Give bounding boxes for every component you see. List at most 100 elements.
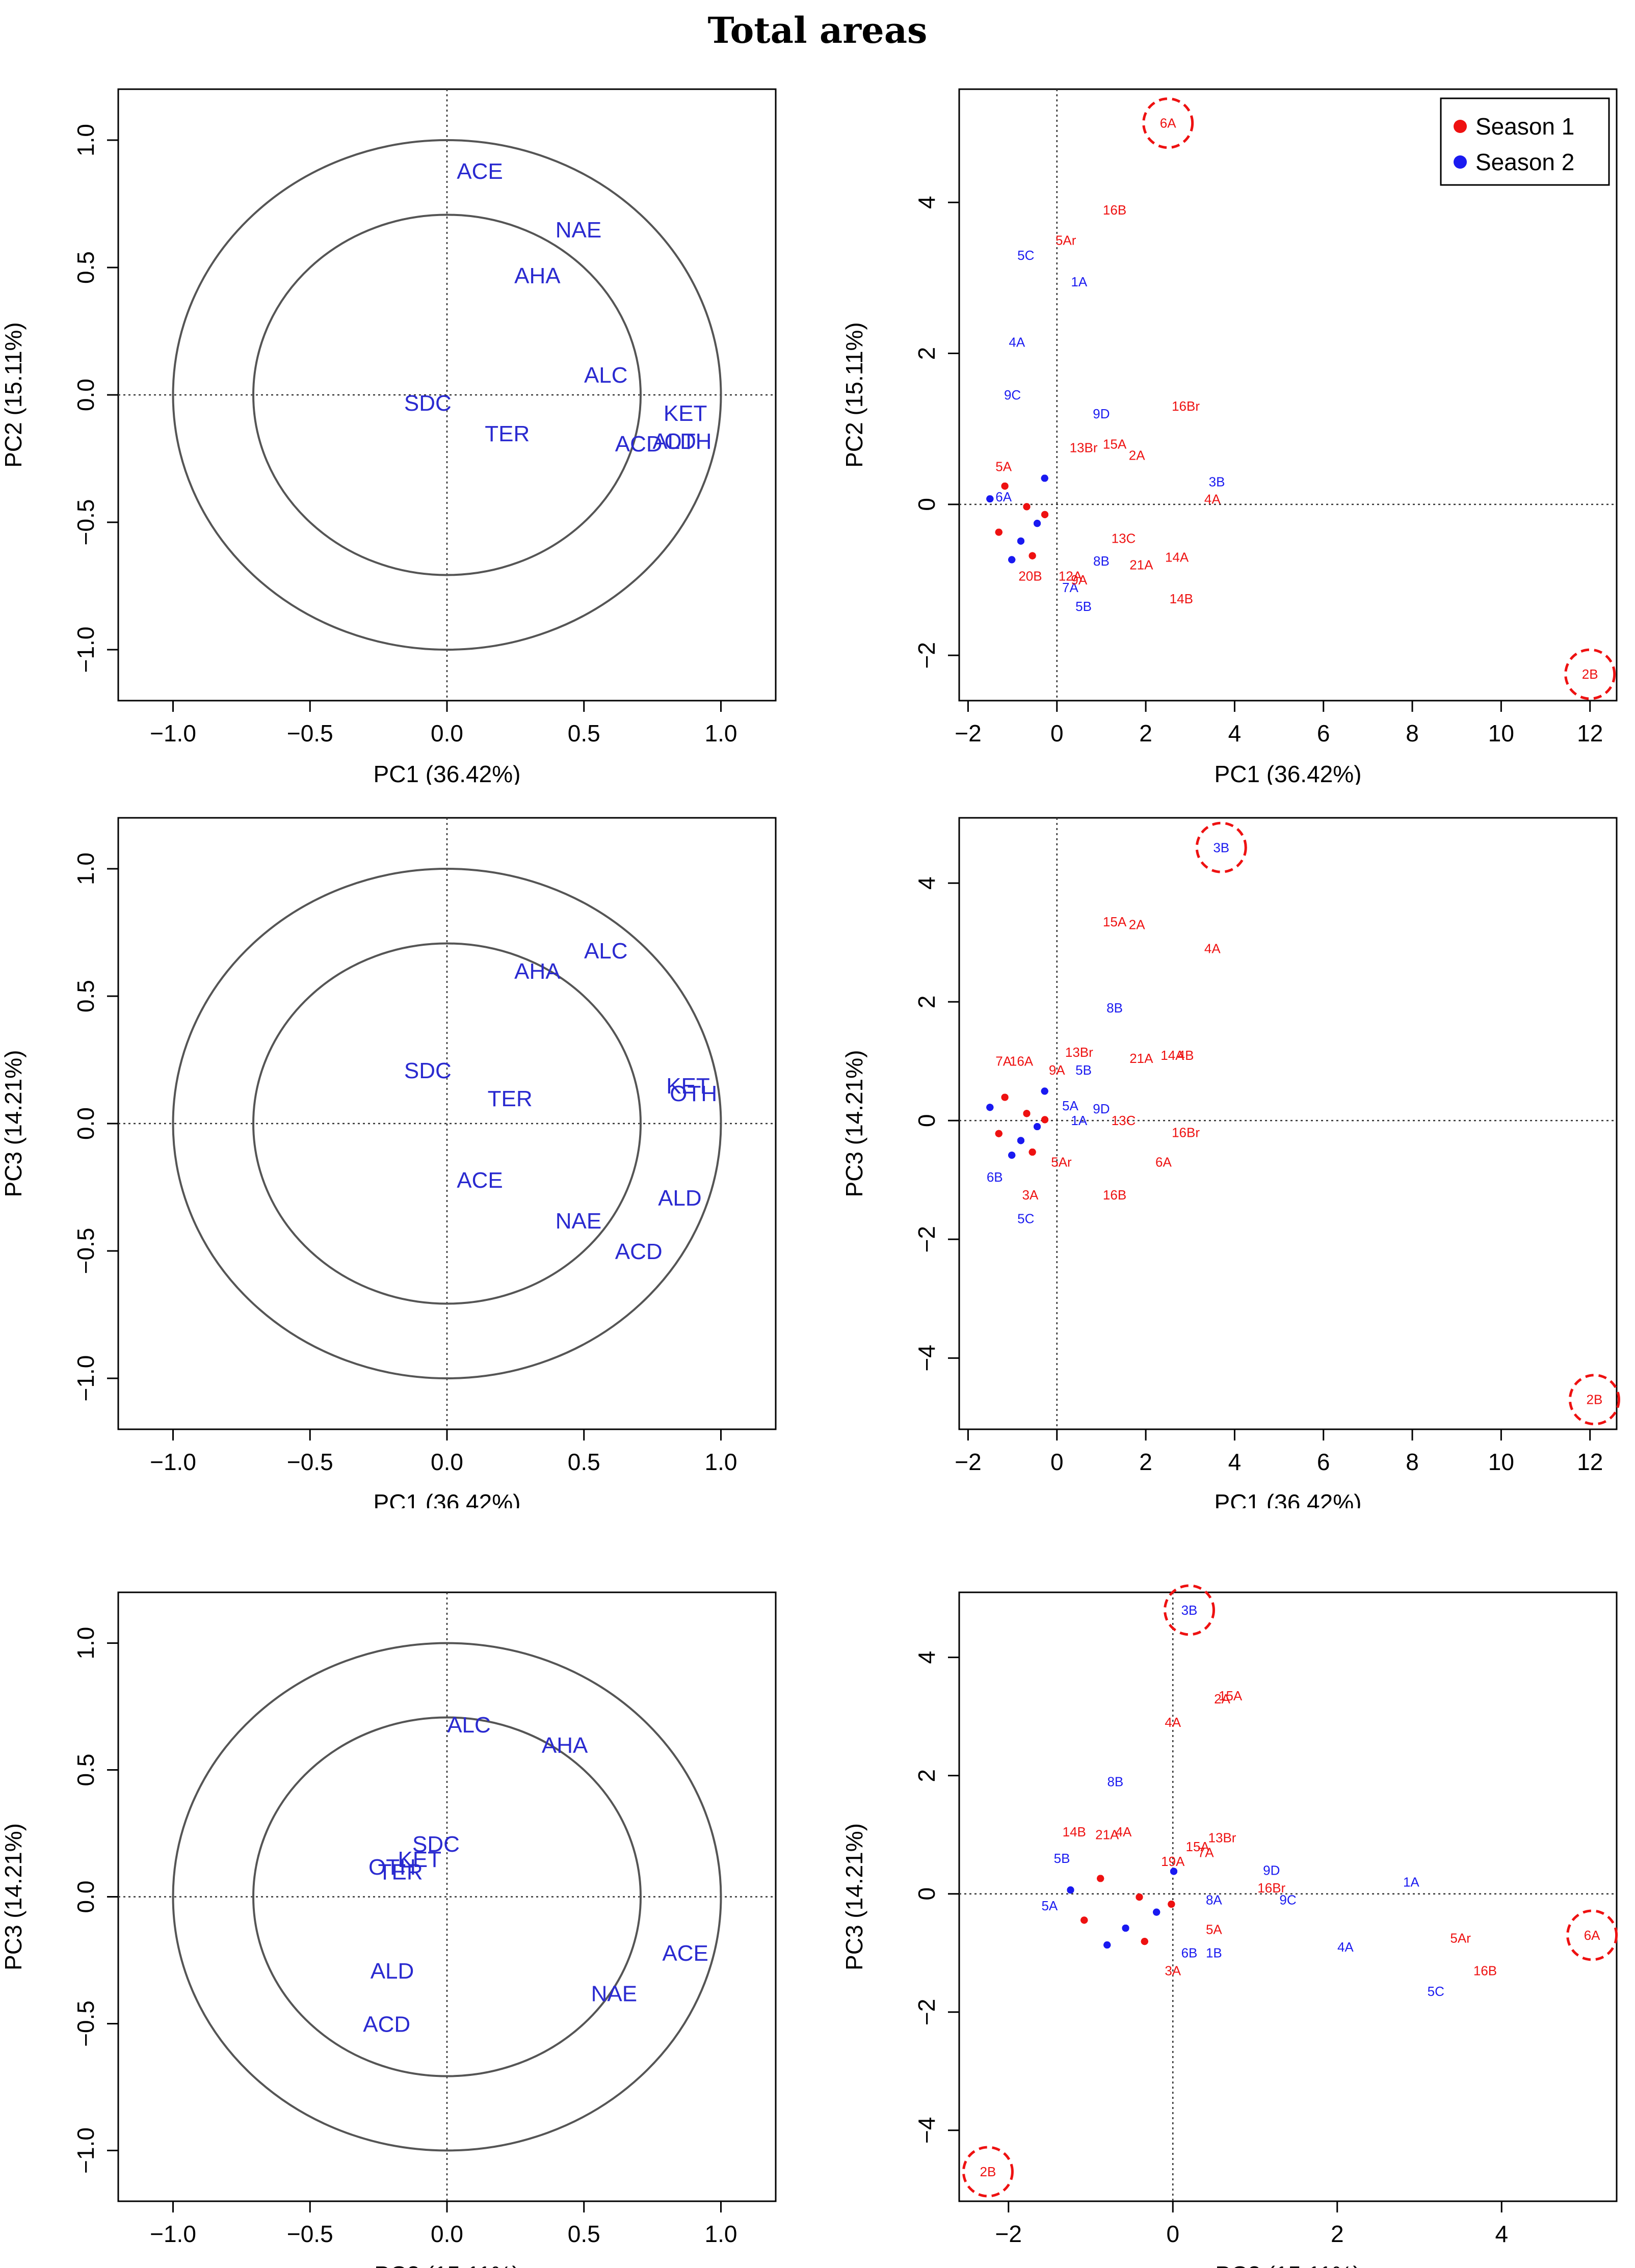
- sample-point-label: 16Br: [1257, 1880, 1285, 1896]
- sample-point-label: 14B: [1063, 1824, 1086, 1839]
- sample-point-label: 5Ar: [1056, 232, 1076, 248]
- y-axis-title: PC3 (14.21%): [841, 1050, 867, 1197]
- y-tick-label: 0: [913, 498, 940, 511]
- variable-label-ald: ALD: [652, 429, 696, 454]
- sample-point-label: 4A: [1116, 1824, 1132, 1839]
- cluster-point: [1041, 1116, 1049, 1124]
- variable-label-alc: ALC: [447, 1713, 491, 1738]
- outlier-highlight-circle: [1164, 1584, 1215, 1636]
- variable-label-nae: NAE: [556, 1209, 601, 1234]
- y-tick-label: 4: [913, 1651, 940, 1664]
- sample-point-label: 9D: [1263, 1862, 1280, 1878]
- cluster-point: [1153, 1908, 1161, 1916]
- sample-point-label: 7A: [1062, 580, 1078, 595]
- sample-point-label: 8B: [1107, 1774, 1123, 1789]
- sample-point-label: 20B: [1018, 569, 1042, 584]
- sample-point-label: 2A: [1129, 448, 1145, 463]
- variable-label-aha: AHA: [542, 1733, 588, 1758]
- variable-label-alc: ALC: [584, 363, 628, 388]
- variable-label-aha: AHA: [514, 263, 561, 288]
- x-tick-label: 6: [1317, 1449, 1330, 1475]
- sample-point-label: 12A: [1059, 569, 1083, 584]
- y-tick-label: −4: [913, 2117, 940, 2144]
- y-tick-label: 1.0: [72, 124, 99, 156]
- sample-point-label: 5B: [1075, 1062, 1092, 1078]
- y-tick-label: −0.5: [72, 2000, 99, 2047]
- sample-point-label: 5B: [1054, 1851, 1070, 1866]
- variable-label-sdc: SDC: [404, 1058, 452, 1083]
- sample-point-label: 4A: [1204, 491, 1221, 506]
- sample-point-label: 15A: [1185, 1839, 1209, 1854]
- sample-point-label: 2A: [1214, 1691, 1230, 1706]
- x-tick-label: −1.0: [150, 1449, 196, 1475]
- cluster-point: [1141, 1938, 1148, 1945]
- sample-point-label: 16A: [1010, 1054, 1034, 1069]
- page-title: Total areas: [707, 9, 928, 51]
- sample-point-label: 4A: [1337, 1939, 1354, 1955]
- x-axis-title: PC1 (36.42%): [1215, 1489, 1362, 1508]
- cluster-point: [1136, 1893, 1143, 1901]
- variable-label-oth: OTH: [368, 1855, 416, 1880]
- sample-point-label: 9D: [1093, 406, 1110, 421]
- cluster-point: [1097, 1875, 1104, 1882]
- sample-point-label: 2A: [1129, 917, 1145, 932]
- x-tick-label: −2: [995, 2221, 1022, 2247]
- sample-point-label: 16Br: [1172, 398, 1200, 414]
- sample-point-label: 21A: [1129, 557, 1153, 572]
- y-axis-title: PC3 (14.21%): [0, 1050, 27, 1197]
- outlier-highlight-circle: [1142, 97, 1194, 149]
- inner-circle: [252, 1716, 642, 2077]
- variable-label-ald: ALD: [371, 1959, 414, 1984]
- y-tick-label: −1.0: [72, 1355, 99, 1402]
- sample-point-label: 5C: [1428, 1984, 1444, 1999]
- sample-point-label: 15A: [1103, 914, 1127, 929]
- x-tick-label: 8: [1406, 720, 1419, 746]
- y-tick-label: 0.5: [72, 1754, 99, 1786]
- x-tick-label: 10: [1488, 720, 1514, 746]
- x-tick-label: 1.0: [705, 1449, 737, 1475]
- sample-point-label: 3A: [1022, 1187, 1039, 1203]
- sample-point-label: 13Br: [1208, 1830, 1236, 1845]
- x-tick-label: 0: [1050, 720, 1064, 746]
- sample-point-label: 3B: [1209, 474, 1225, 489]
- x-tick-label: −2: [955, 1449, 981, 1475]
- sample-point-label: 21A: [1095, 1827, 1119, 1843]
- variable-label-nae: NAE: [591, 1982, 637, 2007]
- sample-point-label: 16B: [1103, 1187, 1126, 1203]
- sample-point-label: 1A: [1071, 274, 1087, 289]
- sample-point-label: 9C: [1279, 1892, 1296, 1907]
- cluster-point: [1008, 556, 1016, 564]
- sample-point-label: 4A: [1165, 1715, 1181, 1730]
- y-tick-label: −2: [913, 1999, 940, 2025]
- sample-point-label: 13Br: [1065, 1045, 1093, 1060]
- y-tick-label: 0.5: [72, 251, 99, 284]
- x-tick-label: 0: [1050, 1449, 1064, 1475]
- sample-point-label: 9C: [1004, 387, 1021, 403]
- plot-frame: [958, 88, 1618, 702]
- variable-label-oth: OTH: [665, 429, 712, 454]
- pc1-pc2-score-plot: −2 0 2 4 6 8 10 12 −2 0 2 4 PC1 (36.42%) PC2 (15.11%)…: [841, 88, 1618, 785]
- cluster-point: [1001, 1093, 1009, 1101]
- sample-point-label: 6B: [987, 1169, 1003, 1185]
- variable-label-ket: KET: [666, 1074, 710, 1099]
- pc1-pc2-correlation-circle: −1.0 −0.5 0.0 0.5 1.0 −1.0 −0.5 0.0 0.5 1.0 PC1 (3…: [0, 88, 777, 785]
- sample-point-label: 4A: [1204, 941, 1221, 956]
- y-tick-label: 2: [913, 347, 940, 360]
- sample-point-label: 14A: [1165, 550, 1189, 565]
- sample-point-label: 8B: [1093, 553, 1110, 569]
- x-axis-title: PC1 (36.42%): [374, 1489, 521, 1508]
- y-axis-title: PC3 (14.21%): [841, 1823, 867, 1970]
- cluster-point: [1023, 503, 1031, 511]
- sample-point-label: 9D: [1093, 1101, 1110, 1116]
- inner-circle: [252, 942, 642, 1305]
- sample-point-label: 6A: [995, 489, 1012, 504]
- sample-point-label: 5B: [1075, 599, 1092, 614]
- sample-point-label: 2B: [1587, 1392, 1603, 1407]
- x-tick-label: 4: [1228, 1449, 1242, 1475]
- sample-point-label: 14A: [1161, 1048, 1184, 1063]
- sample-point-label: 6A: [1155, 1155, 1172, 1170]
- pc2-pc3-score-plot: −2 0 2 4 −4 −2 0 2 4 PC2 (15.11%) PC3 (14.21%) 3B 2A…: [841, 1584, 1618, 2268]
- y-axis-title: PC2 (15.11%): [0, 322, 27, 468]
- sample-point-label: 8B: [1106, 1000, 1123, 1016]
- sample-point-label: 3A: [1165, 1963, 1181, 1979]
